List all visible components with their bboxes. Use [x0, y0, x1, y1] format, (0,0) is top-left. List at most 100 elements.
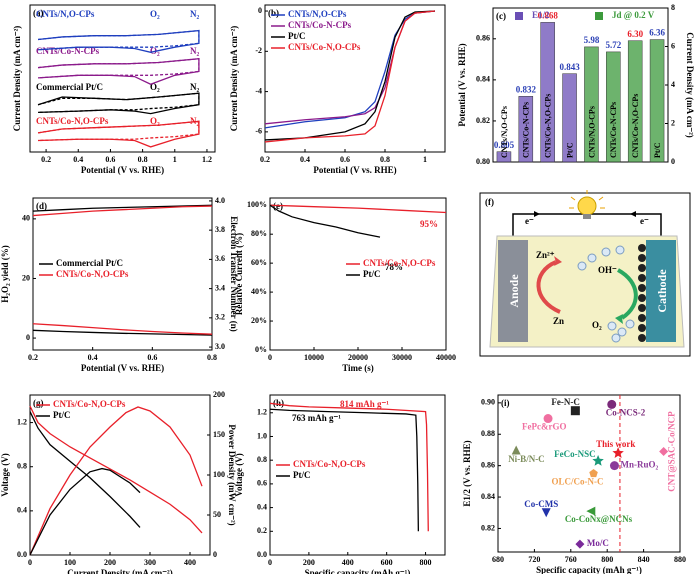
x-tick-label: 200 — [303, 558, 315, 567]
data-point — [592, 454, 604, 466]
bulb-base — [583, 214, 591, 219]
y-axis-label: Voltage (V) — [0, 453, 10, 496]
panel-label: (i) — [501, 398, 510, 408]
data-line — [37, 92, 200, 115]
legend-label: Jd @ 0.2 V — [612, 10, 655, 20]
y2-tick-label: 0 — [671, 157, 675, 166]
red-arrowhead — [554, 256, 562, 266]
y2-tick-label: 3.0 — [215, 342, 225, 351]
x-tick-label: 100 — [64, 558, 76, 567]
y-tick-label: 100% — [247, 200, 267, 209]
y2-tick-label: 3.6 — [215, 254, 225, 263]
annotation: O₂ — [150, 116, 160, 126]
x-tick-label: 800 — [420, 558, 432, 567]
x-tick-label: 600 — [381, 558, 393, 567]
x-tick-label: 0.2 — [260, 155, 270, 164]
plot-frame — [264, 4, 446, 153]
point-label: Co-NCS-2 — [606, 407, 646, 417]
x-tick-label: 200 — [104, 558, 116, 567]
value-label: 5.72 — [605, 40, 621, 50]
x-tick-label: Pt/C — [565, 142, 574, 158]
annotation: N₂ — [190, 9, 199, 19]
data-line — [29, 405, 203, 534]
y-axis-label: E1/2 (V vs. RHE) — [462, 440, 472, 506]
x-tick-label: CNTs/Co-N-CPs — [522, 102, 531, 158]
data-line — [264, 10, 436, 143]
bar — [518, 96, 534, 163]
x-tick-label: CNTs/Co-N,O-CPs — [631, 94, 640, 158]
data-point — [511, 445, 521, 455]
value-label: 0.832 — [516, 84, 537, 94]
x-tick-label: CNTs/N,O-CPs — [500, 106, 509, 158]
y-tick-label: 0 — [26, 333, 30, 342]
legend-label: Pt/C — [363, 269, 381, 279]
x-axis-label: Potential (V vs. RHE) — [313, 165, 396, 175]
plot-frame — [497, 394, 681, 553]
y-tick-label: -2 — [255, 46, 262, 55]
bulb — [577, 196, 597, 216]
x-tick-label: 0.6 — [147, 353, 157, 362]
data-line — [269, 402, 429, 532]
y-axis-label: Current Density (mA cm⁻²) — [12, 26, 22, 132]
y-axis-label: Relative Current (%) — [234, 233, 244, 315]
x-tick-label: 0.2 — [41, 155, 51, 164]
y-tick-label: 0.80 — [476, 157, 490, 166]
x-tick-label: 40000 — [436, 353, 456, 362]
annotation: 95% — [420, 219, 438, 229]
data-line — [37, 120, 200, 142]
panel-label: (b) — [268, 8, 279, 18]
y2-axis-label: Electron Transfer Number (n) — [229, 216, 239, 331]
annotation: N₂ — [190, 82, 199, 92]
legend-label: CNTs/N,O-CPs — [288, 9, 347, 19]
x-tick-label: 400 — [342, 558, 354, 567]
y-tick-label: 0.8 — [17, 462, 27, 471]
x-tick-label: 0.6 — [105, 155, 115, 164]
data-line — [37, 57, 200, 85]
x-tick-label: 1 — [173, 155, 177, 164]
y2-tick-label: 100 — [213, 470, 225, 479]
catalyst-particles — [638, 244, 646, 342]
x-tick-label: 1.2 — [202, 155, 212, 164]
point-label: OLC/Co-N-C — [552, 477, 604, 487]
x-tick-label: 0.8 — [380, 155, 390, 164]
bar — [540, 22, 555, 163]
annotation: CNTs/Co-N,O-CPs — [36, 116, 109, 126]
value-label: 0.868 — [538, 10, 559, 20]
annotation: N₂ — [190, 116, 199, 126]
y2-tick-label: 2 — [671, 118, 675, 127]
point-label: CNT@SAC-Co/NCP — [667, 411, 677, 492]
plot-frame — [32, 197, 213, 351]
data-line — [32, 205, 213, 217]
point-label: Ni-B/N-C — [508, 454, 545, 464]
legend-label: E1/2 — [532, 10, 550, 20]
x-tick-label: 0 — [268, 353, 272, 362]
point-label: Mn-RuO₂ — [620, 460, 658, 470]
bar — [584, 46, 599, 163]
species-label: Zn — [553, 316, 564, 326]
data-line — [269, 204, 381, 238]
y-tick-label: -6 — [255, 127, 262, 136]
legend-label: Pt/C — [53, 410, 71, 420]
x-tick-label: 800 — [601, 555, 613, 564]
y-tick-label: 0.4 — [257, 502, 267, 511]
y-tick-label: 0.82 — [476, 116, 490, 125]
y-tick-label: -4 — [255, 86, 262, 95]
data-line — [32, 329, 213, 336]
y-axis-label: Potential (V vs. RHE) — [457, 43, 467, 126]
data-point — [589, 469, 598, 478]
data-line — [29, 406, 203, 556]
data-line — [37, 57, 200, 79]
legend-label: CNTs/Co-N,O-CPs — [56, 269, 129, 279]
data-line — [264, 10, 436, 129]
y-tick-label: 40% — [251, 287, 267, 296]
y-tick-label: 0 — [258, 6, 262, 15]
y-axis-label: H₂O₂ yield (%) — [0, 245, 10, 302]
data-point — [586, 506, 596, 516]
x-tick-label: 1 — [423, 155, 427, 164]
data-point — [607, 399, 617, 409]
annotation: Commercial Pt/C — [36, 82, 103, 92]
point-label: Fe-N-C — [551, 397, 580, 407]
x-tick-label: 30000 — [392, 353, 412, 362]
cathode-label: Cathode — [655, 269, 669, 313]
annotation: N₂ — [190, 46, 199, 56]
